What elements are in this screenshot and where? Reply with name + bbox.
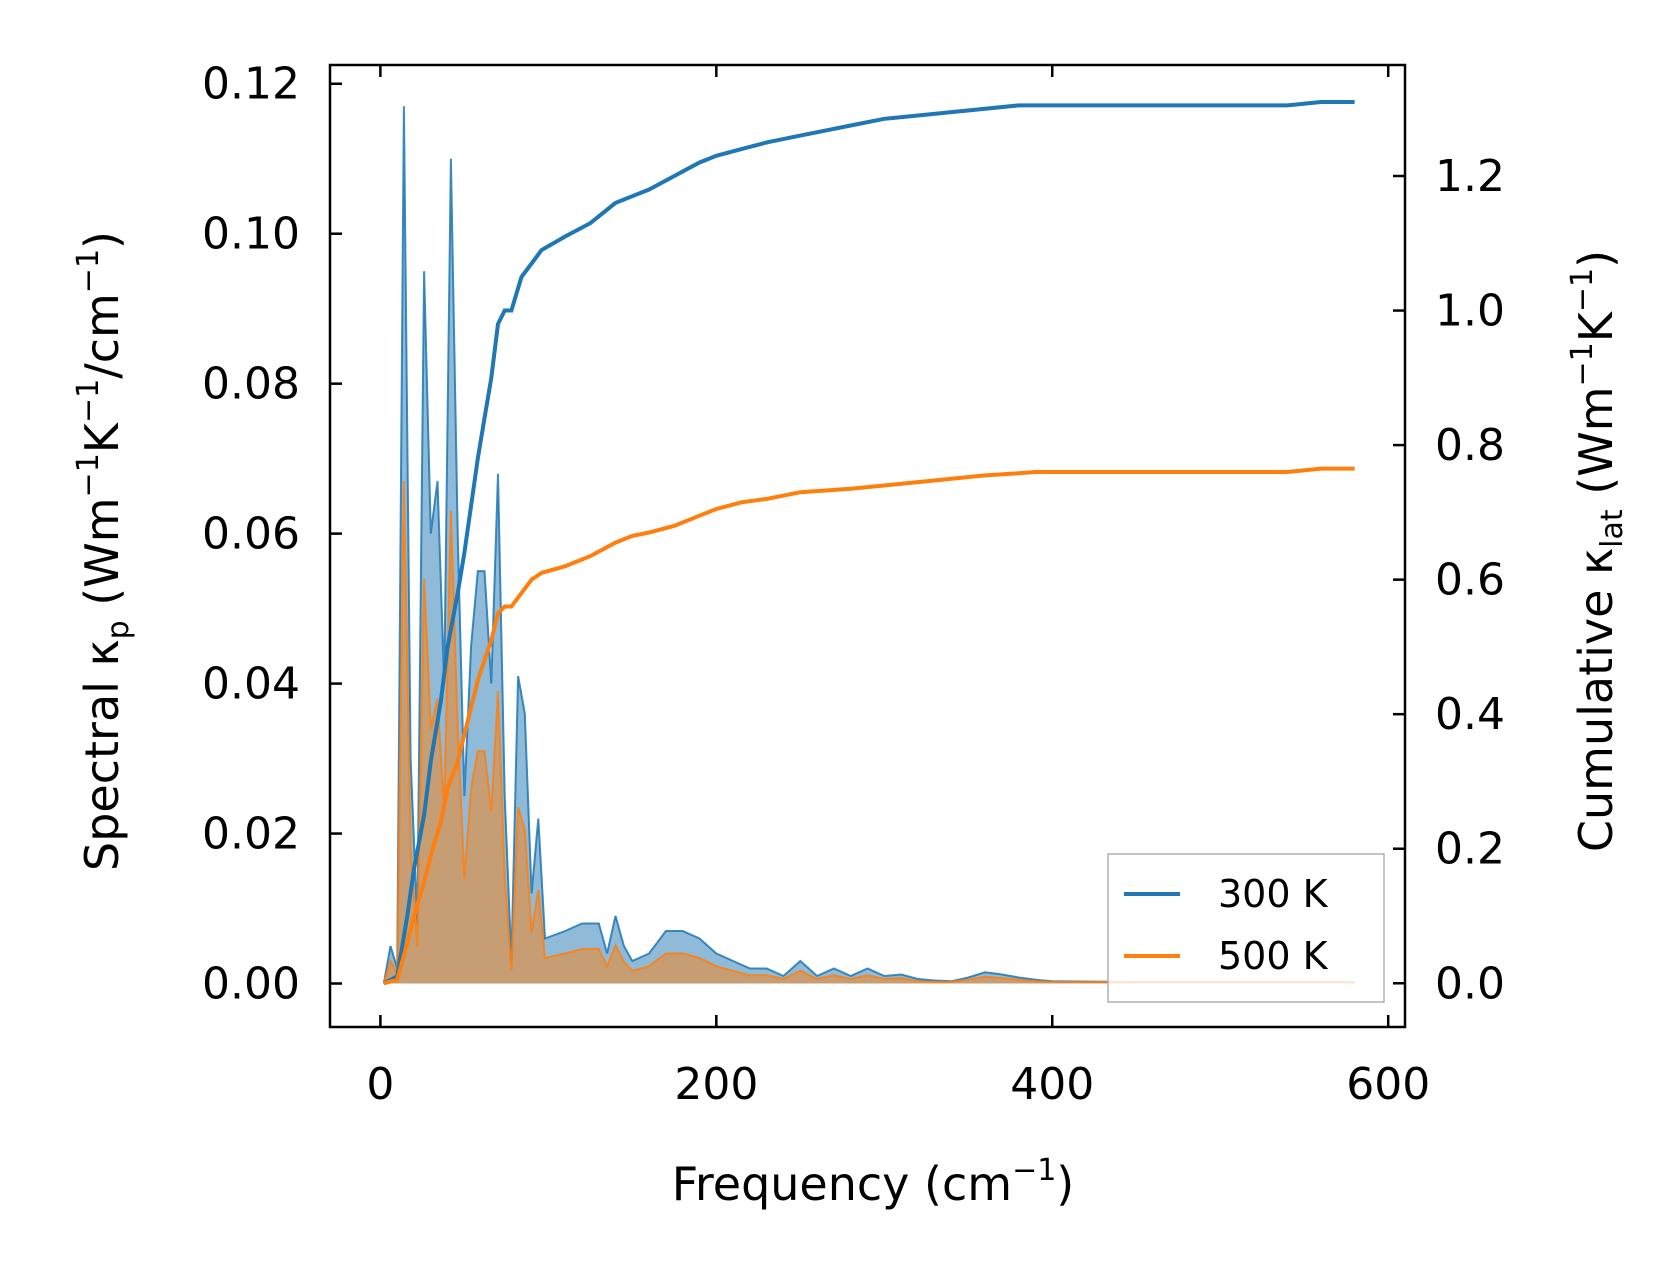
spectral-line-300k: [382, 106, 1355, 984]
y-right-label-c-sup: −1: [1565, 268, 1600, 312]
plot-frame: [328, 63, 1407, 1029]
y-left-label-d: /cm: [75, 293, 129, 379]
y-left-axis-label: Spectral κp (Wm−1K−1/cm−1): [71, 231, 136, 871]
y-right-tick-label: 0.6: [1435, 555, 1505, 606]
y-left-tick-label: 0.02: [202, 809, 300, 860]
y-left-tick-label: 0.00: [202, 959, 300, 1010]
x-axis-label-sup: −1: [1012, 1153, 1056, 1188]
y-left-label-b: (Wm: [75, 497, 129, 620]
y-right-label-d: ): [1569, 250, 1623, 268]
axis-ticks: 0 200 400 600 0.00 0.02 0.04 0.06 0.08 0.10 0.12 0.…: [202, 59, 1505, 1110]
y-right-label-b: (Wm: [1569, 386, 1623, 509]
y-right-label-a-sub: lat: [1595, 509, 1630, 548]
legend: 300 K 500 K: [1107, 853, 1385, 1003]
y-right-tick-label: 0.2: [1435, 824, 1505, 875]
y-right-tick-label: 0.0: [1435, 958, 1505, 1009]
legend-label-300k: 300 K: [1218, 872, 1329, 916]
spectral-fill-500k: [383, 481, 1355, 984]
x-axis-label: Frequency (cm−1): [672, 1153, 1075, 1211]
y-left-label-a-sub: p: [101, 620, 136, 639]
y-left-tick-label: 0.06: [202, 509, 300, 560]
spectral-fills: [383, 106, 1355, 984]
y-right-tick-label: 1.0: [1435, 286, 1505, 337]
y-left-label-e: ): [75, 231, 129, 249]
y-left-tick-label: 0.04: [202, 659, 300, 710]
series-lines: [382, 100, 1355, 986]
y-right-axis-label: Cumulative κlat (Wm−1K−1): [1565, 250, 1630, 852]
y-left-label-a: Spectral κ: [75, 639, 129, 871]
y-left-label-c-sup: −1: [71, 379, 106, 423]
y-left-label-b-sup: −1: [71, 453, 106, 497]
y-right-tick-label: 0.4: [1435, 689, 1505, 740]
x-axis-label-main: Frequency (cm: [672, 1157, 1012, 1211]
x-tick-label: 600: [1346, 1059, 1430, 1110]
x-tick-label: 200: [674, 1059, 758, 1110]
y-right-tick-label: 0.8: [1435, 420, 1505, 471]
cumulative-line-300k: [382, 100, 1355, 986]
legend-box: [1107, 853, 1385, 1003]
x-tick-label: 400: [1010, 1059, 1094, 1110]
cumulative-line-500k: [383, 466, 1355, 986]
y-left-label-c: K: [75, 421, 129, 453]
y-left-tick-label: 0.12: [202, 59, 300, 110]
y-right-label-c: K: [1569, 310, 1623, 342]
x-axis-label-tail: ): [1056, 1157, 1074, 1211]
y-left-tick-label: 0.10: [202, 209, 300, 260]
y-left-label-d-sup: −1: [71, 249, 106, 293]
y-right-label-a: Cumulative κ: [1569, 548, 1623, 852]
spectral-line-500k: [382, 481, 1355, 984]
y-right-tick-label: 1.2: [1435, 151, 1505, 202]
legend-label-500k: 500 K: [1218, 934, 1329, 978]
x-tick-label: 0: [366, 1059, 394, 1110]
y-right-label-b-sup: −1: [1565, 342, 1600, 386]
y-left-tick-label: 0.08: [202, 359, 300, 410]
